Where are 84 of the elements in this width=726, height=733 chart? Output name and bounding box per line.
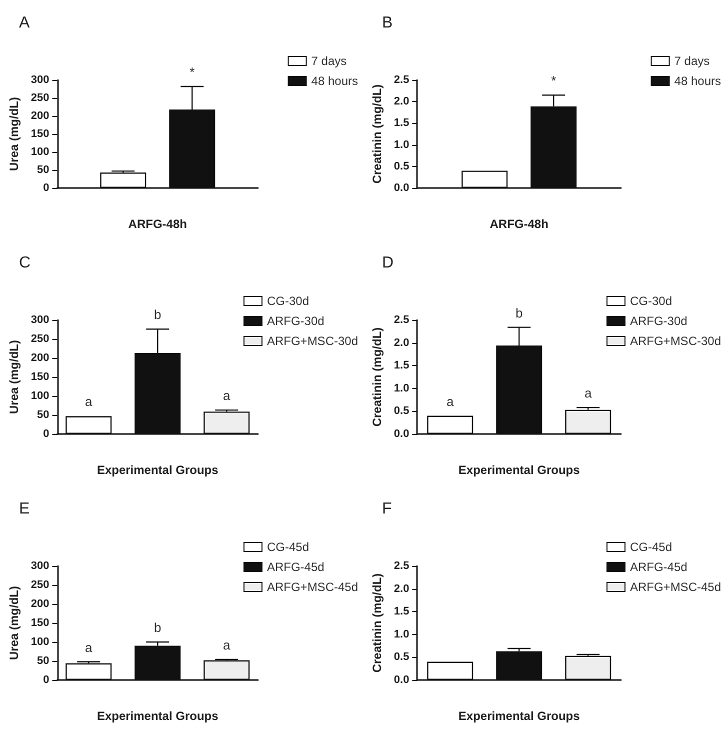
chart-title: C bbox=[19, 254, 31, 272]
legend-label: ARFG+MSC-45d bbox=[266, 580, 358, 594]
y-tick-label: 300 bbox=[30, 74, 50, 86]
y-tick-label: 150 bbox=[30, 617, 50, 629]
y-tick-label: 0.5 bbox=[394, 160, 410, 172]
y-tick-label: 0.0 bbox=[394, 182, 410, 194]
legend-label: ARFG+MSC-45d bbox=[630, 580, 722, 594]
y-tick-label: 0 bbox=[43, 182, 50, 194]
annotation: a bbox=[85, 640, 94, 655]
y-tick-label: 0.5 bbox=[394, 651, 410, 664]
legend-label: 48 hours bbox=[311, 74, 358, 88]
y-tick-label: 2.5 bbox=[394, 560, 410, 572]
chart-title: E bbox=[19, 500, 30, 518]
legend-label: ARFG-30d bbox=[630, 314, 688, 328]
y-axis-title: Creatinin (mg/dL) bbox=[370, 84, 384, 184]
y-tick-label: 1.0 bbox=[394, 382, 410, 394]
y-tick-label: 100 bbox=[30, 390, 50, 402]
y-tick-label: 100 bbox=[30, 636, 50, 648]
annotation: b bbox=[154, 307, 162, 322]
x-axis-title: Experimental Groups bbox=[458, 709, 580, 723]
annotation: b bbox=[515, 305, 523, 320]
y-tick-label: 0 bbox=[43, 674, 50, 686]
y-tick-label: 100 bbox=[30, 146, 50, 158]
y-tick-label: 250 bbox=[30, 333, 50, 345]
annotation: a bbox=[223, 637, 232, 652]
y-tick-label: 200 bbox=[30, 352, 50, 364]
chart-title: B bbox=[382, 14, 393, 32]
y-tick-label: 300 bbox=[30, 314, 50, 326]
annotation: * bbox=[551, 73, 556, 88]
legend-label: 7 days bbox=[674, 54, 710, 68]
legend-label: ARFG+MSC-30d bbox=[630, 334, 722, 348]
legend-label: CG-45d bbox=[630, 540, 672, 554]
annotation: a bbox=[223, 388, 232, 404]
y-tick-label: 150 bbox=[30, 371, 50, 383]
y-axis-title: Urea (mg/dL) bbox=[7, 96, 21, 172]
x-axis-title: Experimental Groups bbox=[96, 463, 219, 477]
y-axis-title: Urea (mg/dL) bbox=[7, 340, 21, 414]
y-tick-label: 2.0 bbox=[394, 96, 410, 108]
y-tick-label: 50 bbox=[37, 655, 50, 667]
annotation: a bbox=[446, 394, 454, 409]
legend-label: ARFG-30d bbox=[266, 314, 324, 328]
y-tick-label: 1.5 bbox=[394, 606, 410, 618]
y-axis-title: Urea (mg/dL) bbox=[7, 586, 21, 660]
y-tick-label: 1.0 bbox=[394, 138, 410, 151]
annotation: * bbox=[190, 64, 195, 80]
legend-label: ARFG-45d bbox=[266, 560, 324, 574]
y-tick-label: 0.5 bbox=[394, 405, 410, 418]
y-tick-label: 2.0 bbox=[394, 582, 410, 595]
legend-label: 48 hours bbox=[674, 74, 722, 88]
annotation: b bbox=[154, 620, 162, 635]
legend-label: CG-45d bbox=[266, 540, 310, 554]
y-tick-label: 2.0 bbox=[394, 336, 410, 349]
x-axis-title: ARFG-48h bbox=[128, 217, 187, 231]
annotation: a bbox=[85, 394, 94, 410]
y-tick-label: 250 bbox=[30, 579, 50, 591]
y-axis-title: Creatinin (mg/dL) bbox=[370, 573, 384, 673]
y-tick-label: 1.5 bbox=[394, 360, 410, 372]
y-tick-label: 50 bbox=[37, 164, 50, 176]
y-tick-label: 2.5 bbox=[394, 74, 410, 86]
y-axis-title: Creatinin (mg/dL) bbox=[370, 327, 384, 427]
chart-title: A bbox=[19, 14, 30, 32]
y-tick-label: 200 bbox=[30, 598, 50, 610]
annotation: a bbox=[584, 386, 592, 401]
y-tick-label: 0.0 bbox=[394, 674, 410, 686]
y-tick-label: 2.5 bbox=[394, 314, 410, 326]
x-axis-title: ARFG-48h bbox=[490, 217, 548, 231]
y-tick-label: 200 bbox=[30, 110, 50, 122]
y-tick-label: 1.5 bbox=[394, 117, 410, 130]
y-tick-label: 150 bbox=[30, 128, 50, 140]
y-tick-label: 250 bbox=[30, 92, 50, 104]
y-tick-label: 50 bbox=[37, 409, 50, 421]
legend-label: CG-30d bbox=[266, 294, 310, 308]
legend-label: ARFG-45d bbox=[630, 560, 688, 574]
y-tick-label: 300 bbox=[30, 560, 50, 572]
y-tick-label: 0.0 bbox=[394, 428, 410, 440]
x-axis-title: Experimental Groups bbox=[458, 463, 580, 477]
x-axis-title: Experimental Groups bbox=[96, 709, 219, 723]
legend-label: CG-30d bbox=[630, 294, 672, 308]
chart-title: F bbox=[382, 500, 392, 518]
legend-label: ARFG+MSC-30d bbox=[266, 334, 358, 348]
y-tick-label: 1.0 bbox=[394, 628, 410, 640]
chart-title: D bbox=[382, 254, 394, 272]
y-tick-label: 0 bbox=[43, 428, 50, 440]
legend-label: 7 days bbox=[311, 54, 347, 68]
